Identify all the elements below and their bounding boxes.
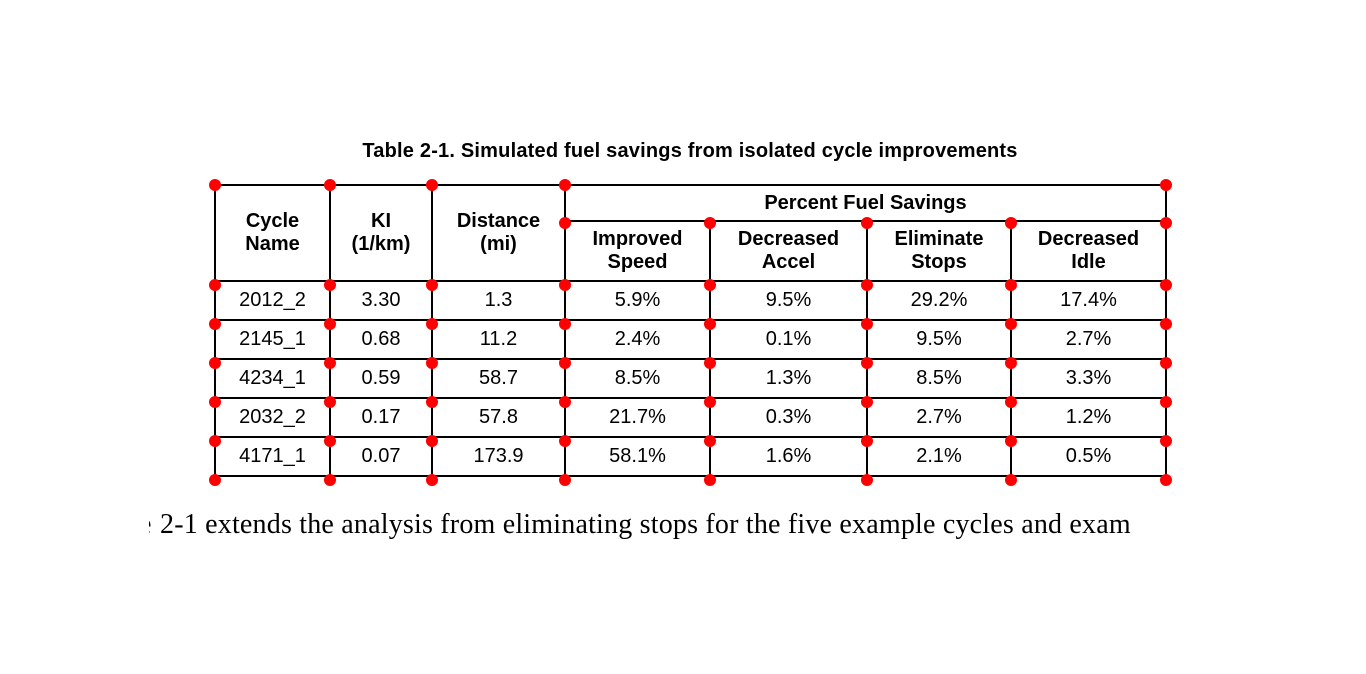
cell-improved-speed: 21.7% xyxy=(564,397,711,438)
col-header-improved-speed: Improved Speed xyxy=(564,220,711,282)
cell-decreased-accel: 9.5% xyxy=(709,280,868,321)
cell-decreased-idle: 17.4% xyxy=(1010,280,1167,321)
col-header-decreased-idle: Decreased Idle xyxy=(1010,220,1167,282)
table-row: 4171_1 0.07 173.9 58.1% 1.6% 2.1% 0.5% xyxy=(214,436,1167,477)
cell-improved-speed: 2.4% xyxy=(564,319,711,360)
clipped-word-fragment: e xyxy=(149,509,154,541)
body-text-line: 2-1 extends the analysis from eliminatin… xyxy=(160,509,1131,540)
cell-eliminate-stops: 2.7% xyxy=(866,397,1012,438)
header-row-sub: Improved Speed Decreased Accel Eliminate… xyxy=(215,220,1167,282)
cell-improved-speed: 58.1% xyxy=(564,436,711,477)
cell-eliminate-stops: 29.2% xyxy=(866,280,1012,321)
cell-improved-speed: 8.5% xyxy=(564,358,711,399)
cell-cycle-name: 2145_1 xyxy=(214,319,331,360)
col-header-cycle-name: Cycle Name xyxy=(214,184,331,282)
cell-eliminate-stops: 9.5% xyxy=(866,319,1012,360)
col-header-distance: Distance (mi) xyxy=(431,184,566,282)
cell-decreased-idle: 0.5% xyxy=(1010,436,1167,477)
cell-distance: 58.7 xyxy=(431,358,566,399)
cell-cycle-name: 4234_1 xyxy=(214,358,331,399)
cell-ki: 3.30 xyxy=(329,280,433,321)
cell-eliminate-stops: 8.5% xyxy=(866,358,1012,399)
header-row-top: Cycle Name KI (1/km) Distance (mi) Perce… xyxy=(214,184,1167,282)
cell-cycle-name: 2012_2 xyxy=(214,280,331,321)
body-text: e2-1 extends the analysis from eliminati… xyxy=(149,509,1131,541)
cell-decreased-idle: 2.7% xyxy=(1010,319,1167,360)
cell-distance: 1.3 xyxy=(431,280,566,321)
col-header-ki: KI (1/km) xyxy=(329,184,433,282)
cell-cycle-name: 4171_1 xyxy=(214,436,331,477)
cell-decreased-accel: 0.1% xyxy=(709,319,868,360)
cell-decreased-accel: 0.3% xyxy=(709,397,868,438)
table-row: 2145_1 0.68 11.2 2.4% 0.1% 9.5% 2.7% xyxy=(214,319,1167,360)
table-row: 2012_2 3.30 1.3 5.9% 9.5% 29.2% 17.4% xyxy=(214,280,1167,321)
col-header-decreased-accel: Decreased Accel xyxy=(709,220,868,282)
cell-distance: 57.8 xyxy=(431,397,566,438)
col-group-header-percent-fuel-savings: Percent Fuel Savings xyxy=(564,184,1167,222)
cell-improved-speed: 5.9% xyxy=(564,280,711,321)
table-title: Table 2-1. Simulated fuel savings from i… xyxy=(362,140,1018,162)
col-header-eliminate-stops: Eliminate Stops xyxy=(866,220,1012,282)
cell-cycle-name: 2032_2 xyxy=(214,397,331,438)
cell-decreased-accel: 1.3% xyxy=(709,358,868,399)
cell-decreased-idle: 1.2% xyxy=(1010,397,1167,438)
cell-decreased-accel: 1.6% xyxy=(709,436,868,477)
cell-eliminate-stops: 2.1% xyxy=(866,436,1012,477)
cell-ki: 0.68 xyxy=(329,319,433,360)
cell-distance: 173.9 xyxy=(431,436,566,477)
table-row: 2032_2 0.17 57.8 21.7% 0.3% 2.7% 1.2% xyxy=(214,397,1167,438)
cell-distance: 11.2 xyxy=(431,319,566,360)
table-row: 4234_1 0.59 58.7 8.5% 1.3% 8.5% 3.3% xyxy=(214,358,1167,399)
cell-ki: 0.59 xyxy=(329,358,433,399)
cell-ki: 0.17 xyxy=(329,397,433,438)
cell-decreased-idle: 3.3% xyxy=(1010,358,1167,399)
cell-ki: 0.07 xyxy=(329,436,433,477)
fuel-savings-table: Cycle Name KI (1/km) Distance (mi) Perce… xyxy=(214,184,1167,477)
